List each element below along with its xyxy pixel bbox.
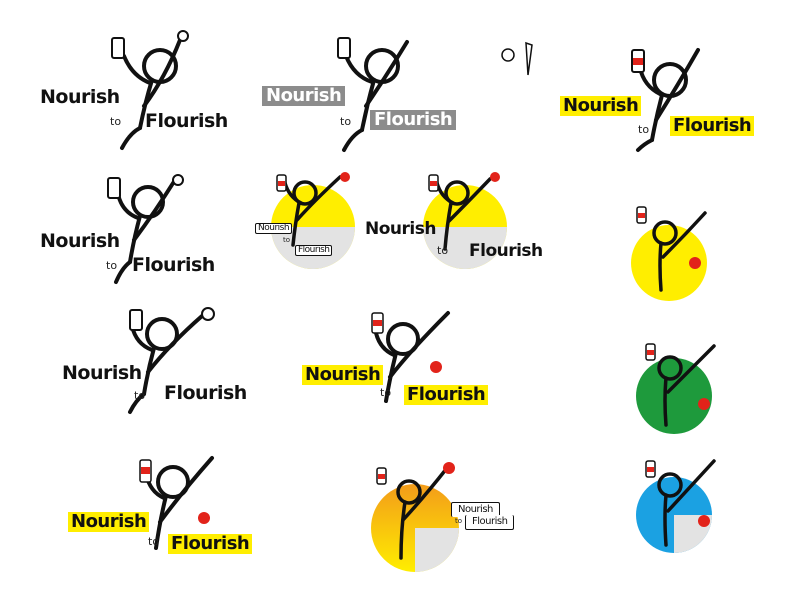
logo-yellow-r1c4: Nourish to Flourish bbox=[560, 40, 775, 152]
logo-gray-r1c2: Nourish to Flourish bbox=[262, 30, 482, 152]
apple-icon bbox=[172, 174, 184, 186]
milk-bottle-icon bbox=[645, 460, 656, 478]
milk-bottle-icon bbox=[376, 467, 387, 485]
wordmark-flourish: Flourish bbox=[465, 515, 515, 530]
wordmark-nourish: Nourish bbox=[560, 96, 642, 116]
apple-icon bbox=[490, 172, 500, 182]
stick-figure-icon bbox=[371, 311, 450, 403]
milk-bottle-icon bbox=[645, 343, 656, 361]
logo-circle-yellow bbox=[625, 205, 715, 301]
apple-icon bbox=[443, 462, 455, 474]
stick-figure-icon bbox=[107, 174, 184, 284]
wordmark-to: to bbox=[134, 389, 146, 402]
wordmark-nourish: Nourish bbox=[68, 512, 150, 532]
logo-badge-orange: Nourish to Flourish bbox=[365, 458, 525, 576]
wordmark-flourish: Flourish bbox=[145, 110, 228, 132]
wordmark-nourish: Nourish bbox=[262, 86, 346, 106]
logo-plain-r2c1: Nourish to Flourish bbox=[40, 172, 240, 284]
wordmark-flourish: Flourish bbox=[132, 254, 215, 276]
wordmark-flourish: Flourish bbox=[469, 241, 543, 261]
milk-bottle-icon bbox=[636, 206, 647, 224]
apple-icon bbox=[430, 361, 442, 373]
wordmark-to: to bbox=[455, 517, 463, 525]
milk-bottle-icon bbox=[107, 177, 121, 199]
logo-circle-blue bbox=[632, 455, 722, 555]
apple-icon bbox=[340, 172, 350, 182]
stick-figure-icon bbox=[631, 48, 700, 152]
stick-figure-icon bbox=[337, 37, 409, 152]
wordmark-flourish: Flourish bbox=[295, 245, 333, 256]
logo-plain-r3c1: Nourish to Flourish bbox=[62, 302, 262, 414]
logo-badge-yellow-large: Nourish to Flourish bbox=[365, 165, 575, 275]
milk-bottle-icon bbox=[129, 309, 143, 331]
wordmark-nourish: Nourish bbox=[302, 365, 384, 385]
wordmark-to: to bbox=[283, 236, 291, 244]
milk-bottle-icon bbox=[371, 312, 384, 334]
stick-figure-icon bbox=[271, 172, 355, 269]
milk-bottle-icon bbox=[631, 49, 645, 73]
apple-icon bbox=[698, 398, 710, 410]
wordmark-nourish: Nourish bbox=[62, 362, 142, 384]
stick-figure-icon bbox=[111, 30, 189, 150]
apple-icon bbox=[501, 48, 515, 62]
wordmark-flourish: Flourish bbox=[404, 385, 489, 405]
apple-icon bbox=[689, 257, 701, 269]
milk-bottle-icon bbox=[276, 174, 287, 192]
stick-figure-icon bbox=[423, 172, 507, 269]
wordmark-nourish: Nourish bbox=[365, 219, 436, 239]
wordmark-to: to bbox=[638, 123, 650, 136]
apple-icon bbox=[177, 30, 189, 42]
wordmark-to: to bbox=[380, 386, 392, 399]
wordmark-flourish: Flourish bbox=[670, 116, 755, 136]
wordmark-flourish: Flourish bbox=[164, 382, 247, 404]
stick-figure-icon bbox=[128, 307, 215, 414]
wordmark-nourish: Nourish bbox=[40, 230, 120, 252]
carrot-icon bbox=[525, 41, 533, 76]
wordmark-nourish: Nourish bbox=[255, 223, 293, 234]
milk-bottle-icon bbox=[337, 37, 351, 59]
wordmark-to: to bbox=[437, 244, 449, 257]
apple-icon bbox=[198, 512, 210, 524]
milk-bottle-icon bbox=[111, 37, 125, 59]
stick-figure-icon bbox=[636, 459, 716, 553]
wordmark-to: to bbox=[106, 259, 118, 272]
wordmark-nourish: Nourish bbox=[451, 502, 500, 517]
logo-circle-green bbox=[630, 340, 720, 435]
milk-bottle-icon bbox=[139, 459, 152, 483]
apple-icon bbox=[201, 307, 215, 321]
sketch-apple-carrot bbox=[500, 35, 540, 80]
wordmark-flourish: Flourish bbox=[370, 110, 457, 130]
wordmark-nourish: Nourish bbox=[40, 86, 120, 108]
wordmark-to: to bbox=[110, 115, 122, 128]
milk-bottle-icon bbox=[428, 174, 439, 192]
stick-figure-icon bbox=[631, 206, 707, 301]
stick-figure-icon bbox=[636, 343, 716, 434]
wordmark-flourish: Flourish bbox=[168, 534, 253, 554]
logo-yellow-r3c2: Nourish to Flourish bbox=[298, 305, 508, 410]
logo-yellow-r4c1: Nourish to Flourish bbox=[68, 452, 273, 557]
wordmark-to: to bbox=[148, 535, 160, 548]
stick-figure-icon bbox=[139, 456, 214, 550]
logo-badge-yellow-small: Nourish to Flourish bbox=[255, 165, 365, 275]
stick-figure-icon bbox=[371, 462, 459, 572]
logo-plain-r1c1: Nourish to Flourish bbox=[40, 28, 250, 150]
wordmark-to: to bbox=[340, 115, 352, 128]
apple-icon bbox=[698, 515, 710, 527]
